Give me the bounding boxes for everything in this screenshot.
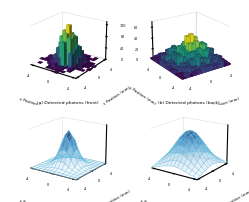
X-axis label: x Position (mm): x Position (mm) — [19, 199, 50, 202]
Title: (b) Detected photons (back): (b) Detected photons (back) — [158, 101, 220, 105]
Y-axis label: y Position (mm): y Position (mm) — [224, 189, 249, 202]
X-axis label: x Position (mm): x Position (mm) — [19, 97, 50, 110]
X-axis label: x Position (mm): x Position (mm) — [209, 97, 240, 110]
Y-axis label: y Position (mm): y Position (mm) — [102, 189, 131, 202]
Y-axis label: y Position (mm): y Position (mm) — [102, 86, 130, 106]
Y-axis label: y Position (mm): y Position (mm) — [128, 86, 156, 106]
Title: (a) Detected photons (front): (a) Detected photons (front) — [37, 101, 98, 105]
X-axis label: x Position (mm): x Position (mm) — [140, 199, 171, 202]
